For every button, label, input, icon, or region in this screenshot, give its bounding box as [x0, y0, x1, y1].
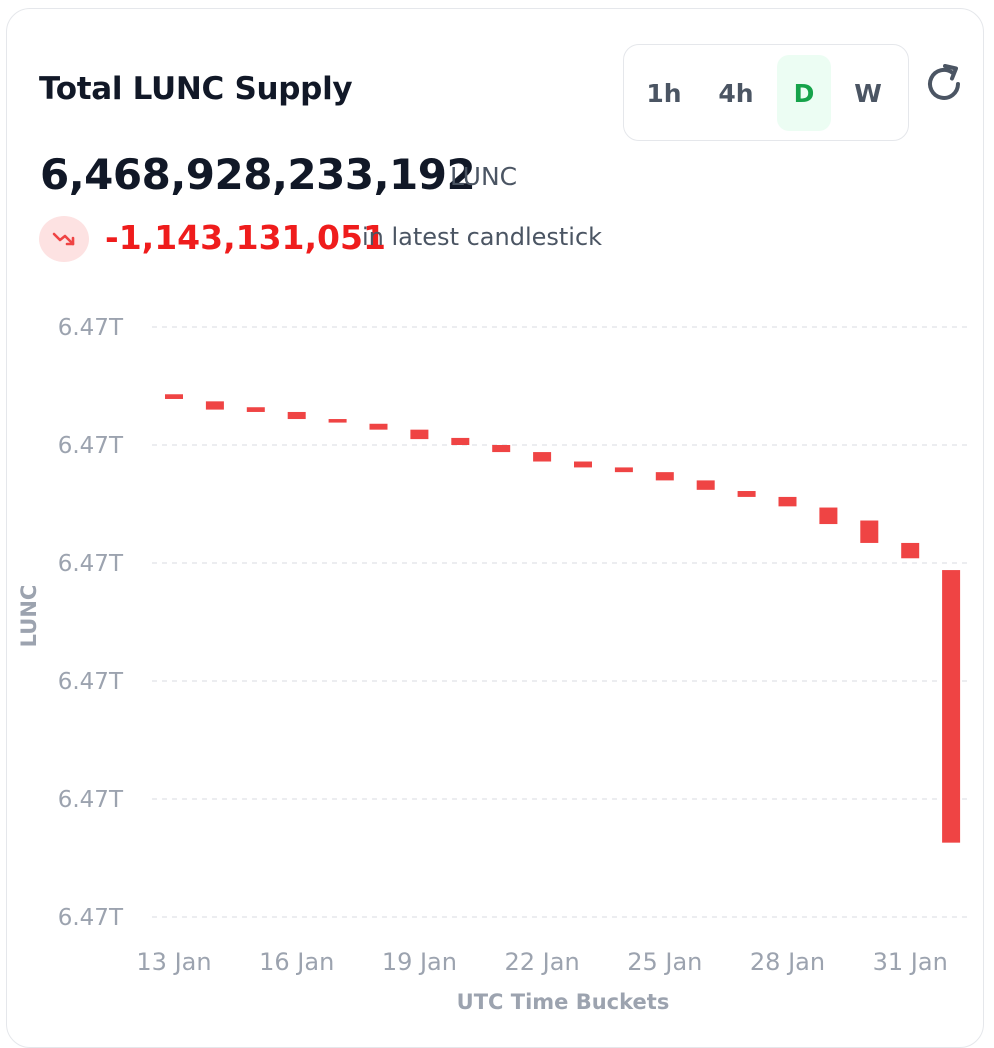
candle[interactable]	[574, 461, 592, 468]
x-tick-label: 28 Jan	[750, 948, 825, 976]
candle[interactable]	[287, 411, 306, 420]
candle[interactable]	[410, 429, 429, 440]
candle[interactable]	[614, 467, 633, 473]
supply-unit: LUNC	[450, 162, 518, 191]
candle[interactable]	[942, 570, 961, 843]
supply-card: Total LUNC Supply 1h 4h D W	[6, 8, 984, 1048]
y-tick-label: 6.47T	[58, 787, 124, 813]
timeframe-d-button[interactable]: D	[777, 55, 831, 131]
x-tick-label: 19 Jan	[382, 948, 457, 976]
total-supply-value: 6,468,928,233,192	[40, 150, 476, 199]
candle[interactable]	[655, 472, 674, 481]
timeframe-1h-button[interactable]: 1h	[637, 55, 691, 131]
x-tick-label: 22 Jan	[505, 948, 580, 976]
x-tick-label: 16 Jan	[259, 948, 334, 976]
timeframe-w-button[interactable]: W	[841, 55, 895, 131]
x-tick-label: 31 Jan	[873, 948, 948, 976]
candle[interactable]	[369, 423, 388, 430]
y-tick-label: 6.47T	[58, 315, 124, 341]
timeframe-4h-button[interactable]: 4h	[709, 55, 763, 131]
candle[interactable]	[696, 480, 715, 490]
candle[interactable]	[205, 401, 224, 410]
trending-down-icon	[39, 216, 89, 262]
y-tick-label: 6.47T	[58, 669, 124, 695]
timeframe-selector: 1h 4h D W	[623, 44, 909, 141]
candle[interactable]	[533, 452, 552, 462]
delta-note: in latest candlestick	[362, 223, 603, 251]
delta-value: -1,143,131,051	[105, 218, 386, 257]
refresh-icon[interactable]	[920, 60, 968, 108]
candle[interactable]	[860, 520, 879, 543]
candle[interactable]	[246, 407, 265, 412]
candle[interactable]	[451, 437, 470, 445]
y-axis-title: LUNC	[17, 585, 41, 648]
candle[interactable]	[737, 491, 756, 497]
x-tick-label: 13 Jan	[136, 948, 211, 976]
candle[interactable]	[819, 507, 838, 525]
card-title: Total LUNC Supply	[39, 71, 353, 107]
x-tick-label: 25 Jan	[627, 948, 702, 976]
candle[interactable]	[778, 496, 797, 507]
candle[interactable]	[901, 542, 920, 559]
y-tick-label: 6.47T	[58, 433, 124, 459]
candle[interactable]	[328, 419, 347, 423]
x-axis-title: UTC Time Buckets	[457, 990, 670, 1014]
supply-candlestick-chart: 6.47T 6.47T 6.47T 6.47T 6.47T 6.47T 13 Jan 16 …	[17, 315, 972, 1014]
candle[interactable]	[165, 394, 183, 399]
candle[interactable]	[492, 445, 511, 453]
y-tick-label: 6.47T	[58, 905, 124, 931]
y-tick-label: 6.47T	[58, 551, 124, 577]
